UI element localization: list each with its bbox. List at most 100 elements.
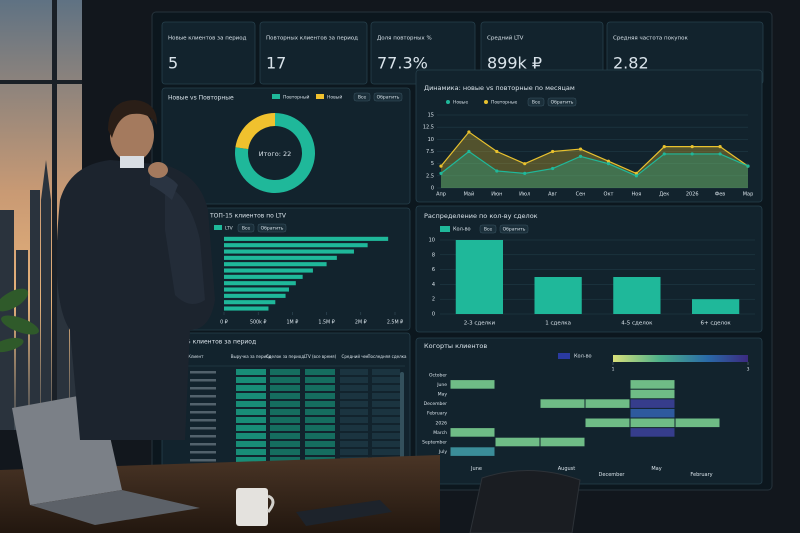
table-cell — [236, 401, 266, 407]
x-tick-label: 6+ сделок — [700, 321, 731, 327]
point — [578, 147, 583, 151]
heat-cell — [675, 418, 720, 428]
heat-cell — [450, 428, 495, 437]
point — [606, 159, 611, 163]
table-cell — [340, 369, 368, 375]
dashboard: Новые клиентов за период 5 Повторных клиен… — [161, 21, 764, 485]
table-cell — [270, 409, 300, 415]
scale-tick-label: 1 — [612, 367, 615, 373]
button-label[interactable]: Все — [358, 95, 367, 101]
x-tick-label: 2026 — [686, 192, 699, 198]
table-cell — [190, 403, 216, 406]
bar — [224, 281, 296, 286]
button-label[interactable]: Все — [484, 227, 493, 233]
table-cell — [305, 425, 335, 431]
y-tick-label: May — [438, 392, 448, 398]
button-label[interactable]: Обратить — [551, 100, 574, 106]
table-cell — [340, 401, 368, 407]
y-tick-label: 0 — [432, 312, 435, 318]
bar — [224, 262, 327, 267]
table-cell — [340, 425, 368, 431]
bar — [224, 293, 286, 298]
table-cell — [372, 417, 400, 423]
x-tick-label: Июл — [519, 192, 530, 198]
button[interactable] — [479, 224, 497, 234]
kpi-label: Средний LTV — [487, 35, 524, 42]
series-line — [440, 131, 749, 175]
table-cell — [190, 427, 216, 430]
kpi-label: Средняя частота покупок — [613, 36, 689, 42]
button-label[interactable]: Все — [532, 100, 541, 106]
button[interactable] — [353, 92, 371, 102]
button[interactable] — [547, 97, 577, 107]
table-cell — [372, 433, 400, 439]
kpi-value: 5 — [168, 54, 178, 73]
button-label[interactable]: Обратить — [377, 95, 400, 101]
panel — [415, 69, 763, 203]
table-cell — [340, 409, 368, 415]
table-cell — [305, 417, 335, 423]
table-header: LTV (все время) — [304, 354, 337, 359]
legend-swatch — [440, 226, 450, 232]
legend-swatch — [316, 94, 324, 99]
x-tick-label: 4-5 сделок — [621, 321, 653, 327]
donut-slice — [235, 113, 316, 193]
series-line — [440, 150, 749, 177]
point — [551, 166, 555, 171]
y-tick-label: 0 — [431, 186, 434, 192]
table-cell — [305, 409, 335, 415]
window-frame — [52, 0, 57, 430]
series-area — [441, 151, 748, 188]
point — [495, 149, 499, 154]
chair — [469, 469, 581, 533]
button[interactable] — [237, 223, 255, 233]
legend-label: Новый — [327, 94, 342, 101]
heat-cell — [630, 408, 675, 418]
point — [746, 164, 750, 168]
table-cell — [270, 385, 300, 391]
table-cell — [270, 393, 300, 399]
panel — [161, 87, 411, 205]
button-label[interactable]: Обратить — [503, 227, 526, 233]
table-cell — [372, 393, 400, 399]
heat-cell — [450, 380, 495, 389]
donut-center: Итого: 22 — [259, 150, 292, 158]
table-cell — [305, 449, 335, 455]
button[interactable] — [527, 97, 545, 107]
table-header: Последняя сделка — [368, 354, 408, 359]
table-cell — [236, 417, 266, 423]
y-tick-label: March — [433, 430, 447, 436]
table-header: Средний чек — [342, 354, 369, 359]
table-cell — [270, 369, 300, 375]
kpi-label: Доля повторных % — [377, 36, 432, 42]
table-cell — [236, 409, 266, 415]
y-tick-label: 10 — [429, 238, 435, 244]
x-tick-label: Окт — [604, 192, 614, 198]
table-cell — [236, 377, 266, 383]
button[interactable] — [373, 92, 403, 102]
table-cell — [340, 385, 368, 391]
point — [467, 149, 471, 154]
table-cell — [236, 393, 266, 399]
button[interactable] — [257, 223, 287, 233]
kpi-value: 2.82 — [613, 54, 649, 73]
point — [662, 152, 666, 156]
x-tick-label: Мар — [743, 192, 754, 198]
point — [578, 154, 583, 158]
table-cell — [236, 385, 266, 391]
point — [439, 171, 443, 175]
legend-label: Кол-во — [453, 227, 471, 233]
y-tick-label: June — [436, 382, 447, 388]
point — [606, 162, 611, 166]
x-tick-label: Апр — [436, 192, 446, 198]
button-label[interactable]: Все — [242, 226, 251, 232]
table-cell — [236, 433, 266, 439]
point — [634, 171, 638, 175]
table-cell — [372, 409, 400, 415]
table-cell — [190, 371, 216, 374]
button[interactable] — [499, 224, 529, 234]
x-tick-label: February — [690, 472, 712, 478]
table-cell — [236, 449, 266, 455]
button-label[interactable]: Обратить — [261, 226, 284, 232]
